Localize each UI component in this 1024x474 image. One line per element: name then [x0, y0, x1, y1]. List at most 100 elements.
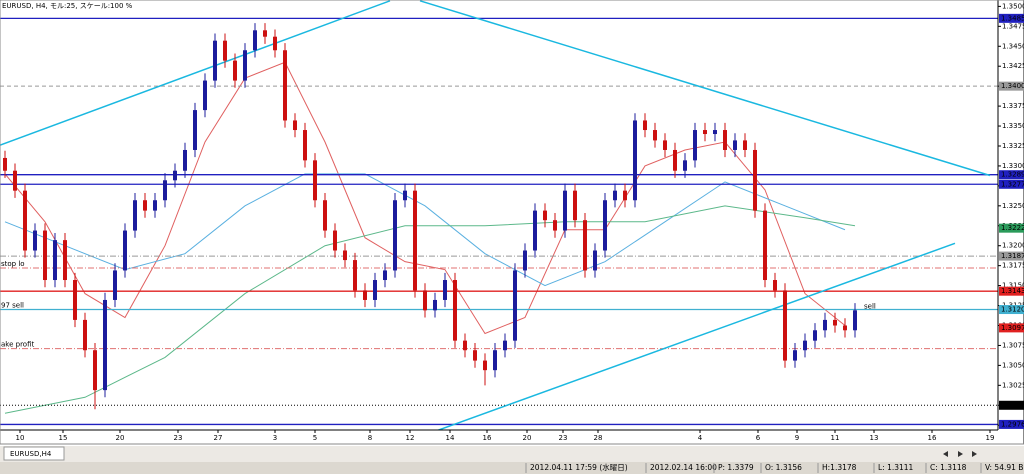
- candle-body: [253, 30, 257, 51]
- price-box: [999, 13, 1024, 23]
- candle-body: [353, 260, 357, 291]
- candle-body: [403, 190, 407, 201]
- price-box-label: 1.3120: [1001, 306, 1024, 314]
- candle-body: [673, 149, 677, 171]
- candle-body: [773, 280, 777, 291]
- status-field: P: 1.3379: [718, 463, 754, 472]
- tab-bar: [0, 446, 1024, 462]
- candle-body: [293, 120, 297, 131]
- candle-body: [413, 190, 417, 291]
- x-tick-label: 8: [368, 434, 372, 442]
- x-tick-label: 28: [594, 434, 603, 442]
- candle-body: [273, 36, 277, 51]
- candle-body: [693, 130, 697, 161]
- status-field: H:1.3178: [822, 463, 857, 472]
- candle-body: [643, 120, 647, 131]
- x-tick-label: 27: [214, 434, 223, 442]
- candle-body: [553, 220, 557, 231]
- candle-body: [223, 40, 227, 61]
- x-tick-label: 13: [870, 434, 879, 442]
- candle-body: [393, 200, 397, 271]
- x-tick-label: 3: [273, 434, 277, 442]
- candle-body: [703, 130, 707, 135]
- candle-body: [333, 230, 337, 251]
- y-tick-label: 1.3050: [1002, 361, 1024, 369]
- x-tick-label: 4: [698, 434, 703, 442]
- candle-body: [733, 140, 737, 150]
- candle-body: [113, 270, 117, 300]
- chart-title: EURUSD, H4, モル:25, スケール:100 %: [2, 2, 133, 10]
- candle-body: [753, 149, 757, 211]
- candle-body: [163, 180, 167, 201]
- moving-average: [4, 61, 846, 335]
- candle-body: [73, 280, 77, 320]
- x-tick-label: 9: [795, 434, 799, 442]
- candle-body: [483, 360, 487, 371]
- candle-body: [33, 230, 37, 251]
- candle-body: [823, 319, 827, 331]
- candle-body: [373, 280, 377, 300]
- candle-body: [173, 170, 177, 181]
- x-tick-label: 5: [313, 434, 317, 442]
- price-box: [999, 251, 1024, 261]
- chart-tab[interactable]: [3, 446, 65, 461]
- candle-body: [663, 140, 667, 150]
- candle-body: [83, 319, 87, 351]
- candle-body: [213, 40, 217, 81]
- candle-body: [623, 190, 627, 201]
- candle-body: [573, 190, 577, 221]
- level-text: 97 sell: [1, 302, 24, 310]
- candle-body: [833, 319, 837, 326]
- candle-body: [43, 230, 47, 281]
- price-box: [999, 323, 1024, 333]
- y-tick-label: 1.3375: [1002, 102, 1024, 110]
- candle-body: [683, 160, 687, 171]
- y-tick-label: 1.3325: [1002, 142, 1024, 150]
- candle-body: [343, 250, 347, 261]
- candle-body: [713, 130, 717, 135]
- candle-body: [323, 200, 327, 231]
- candle-body: [123, 230, 127, 271]
- x-tick-label: 23: [174, 434, 183, 442]
- y-tick-label: 1.3425: [1002, 62, 1024, 70]
- plot-area: stop lo 97 sell ake profit sell: [0, 0, 998, 430]
- status-fields: 2012.04.11 17:59 (水曜日) 2012.02.14 16:00 P:…: [525, 462, 1023, 473]
- y-tick-label: 1.3200: [1002, 242, 1024, 250]
- status-field: C: 1.3118: [930, 463, 967, 472]
- candle-body: [473, 350, 477, 361]
- scroll-left[interactable]: [943, 451, 948, 457]
- scroll-end[interactable]: [972, 451, 977, 457]
- candle-body: [543, 210, 547, 221]
- scroll-right[interactable]: [958, 451, 963, 457]
- price-box: [999, 305, 1024, 315]
- scroll-buttons[interactable]: [943, 451, 977, 457]
- price-box: [999, 419, 1024, 429]
- candle-body: [653, 130, 657, 141]
- candle-body: [363, 290, 367, 300]
- candle-body: [283, 50, 287, 121]
- candle-body: [493, 350, 497, 371]
- candle-body: [763, 210, 767, 281]
- x-tick-label: 12: [406, 434, 415, 442]
- chart-tab-label[interactable]: EURUSD,H4: [10, 450, 52, 458]
- x-tick-label: 23: [559, 434, 568, 442]
- candle-body: [613, 190, 617, 201]
- candle-body: [3, 157, 7, 171]
- candle-body: [203, 80, 207, 111]
- candle-body: [143, 200, 147, 211]
- price-box: [999, 286, 1024, 296]
- level-text: stop lo: [1, 260, 25, 268]
- candle-body: [533, 210, 537, 251]
- candle-body: [103, 299, 107, 391]
- level-text: ake profit: [1, 341, 34, 349]
- x-tick-label: 16: [483, 434, 492, 442]
- price-box-label: 1.3097: [1001, 324, 1024, 332]
- y-tick-label: 1.3300: [1002, 162, 1024, 170]
- price-box-label: 1.3485: [1001, 14, 1024, 22]
- candle-body: [93, 350, 97, 391]
- candle-body: [803, 340, 807, 351]
- y-tick-label: 1.3475: [1002, 22, 1024, 30]
- status-field: L: 1.3111: [878, 463, 914, 472]
